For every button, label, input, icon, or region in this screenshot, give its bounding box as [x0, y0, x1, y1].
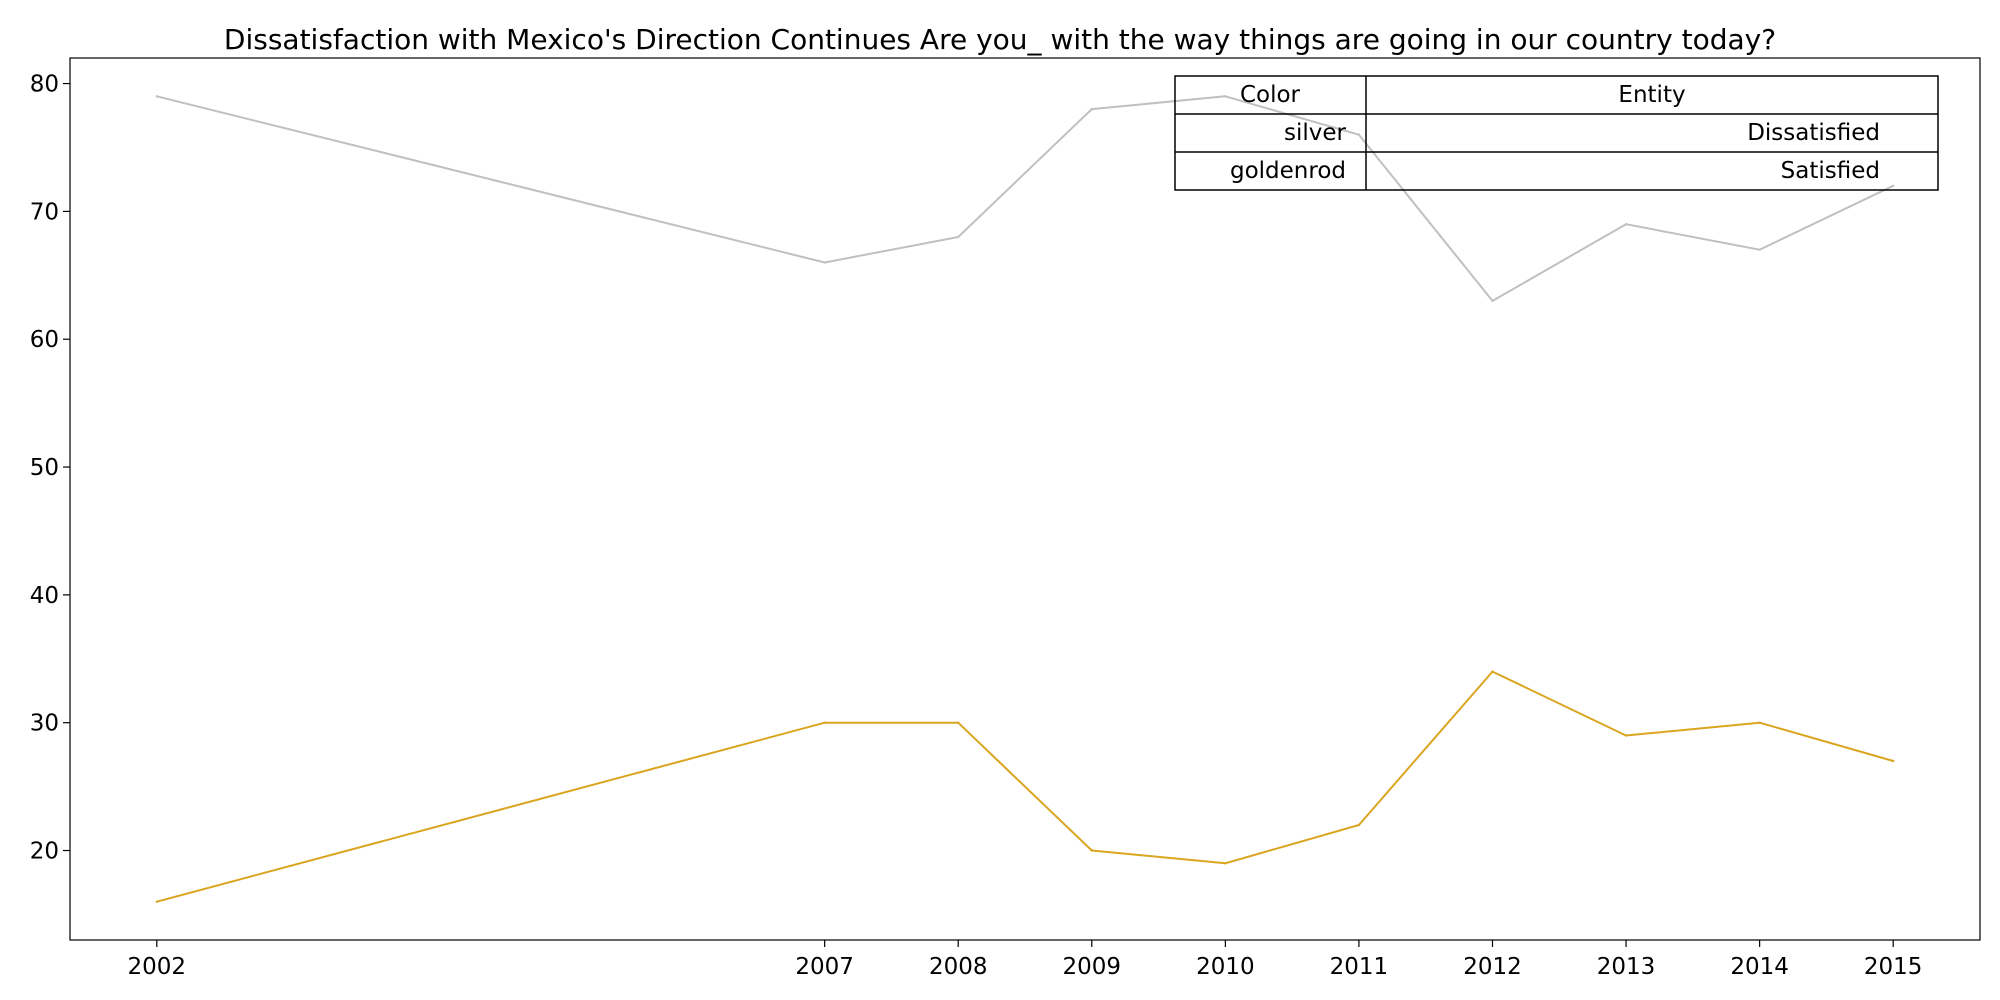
x-tick-label: 2008 — [929, 954, 988, 980]
x-tick-label: 2014 — [1730, 954, 1789, 980]
data-point-satisfied — [1491, 670, 1494, 673]
y-tick-label: 60 — [30, 327, 59, 353]
legend-header-color: Color — [1240, 82, 1301, 108]
series-layer — [155, 95, 1895, 903]
data-point-dissatisfied — [957, 235, 960, 239]
x-tick-label: 2010 — [1196, 954, 1255, 980]
data-point-dissatisfied — [1892, 184, 1895, 187]
plot-frame — [69, 57, 1981, 941]
data-point-satisfied — [1624, 734, 1628, 737]
legend-table: Color Entity silver Dissatisfied goldenr… — [1174, 75, 1939, 191]
data-point-dissatisfied — [1491, 299, 1494, 303]
data-point-satisfied — [957, 721, 960, 724]
x-tick-label: 2015 — [1864, 954, 1923, 980]
y-tick-label: 70 — [30, 199, 59, 225]
x-tick-label: 2012 — [1463, 954, 1522, 980]
y-tick-label: 40 — [30, 583, 59, 609]
y-tick-label: 50 — [30, 455, 59, 481]
data-point-dissatisfied — [1357, 133, 1361, 136]
x-tick-label: 2009 — [1063, 954, 1122, 980]
legend-row-entity: Dissatisfied — [1747, 120, 1880, 146]
data-point-satisfied — [155, 900, 158, 903]
data-point-satisfied — [823, 721, 826, 724]
legend-table-border — [1174, 75, 1939, 191]
x-tick-label: 2002 — [128, 954, 187, 980]
legend-row-entity: Satisfied — [1781, 158, 1880, 184]
data-point-satisfied — [1224, 862, 1227, 865]
y-axis: 20 30 40 50 60 70 80 — [30, 72, 70, 865]
chart-title: Dissatisfaction with Mexico's Direction … — [224, 23, 1776, 56]
data-point-dissatisfied — [1758, 248, 1761, 251]
data-point-satisfied — [1758, 721, 1761, 724]
series-line-dissatisfied — [156, 95, 1894, 302]
x-tick-label: 2007 — [795, 954, 854, 980]
data-point-dissatisfied — [823, 261, 826, 264]
data-point-dissatisfied — [1224, 95, 1227, 98]
data-point-dissatisfied — [1090, 107, 1094, 111]
data-point-dissatisfied — [1624, 223, 1628, 226]
y-tick-label: 30 — [30, 711, 59, 737]
legend-header-entity: Entity — [1618, 82, 1685, 108]
y-tick-label: 80 — [30, 72, 59, 98]
x-tick-label: 2013 — [1597, 954, 1656, 980]
legend-row-color: goldenrod — [1230, 158, 1346, 184]
series-line-satisfied — [156, 670, 1894, 903]
legend-row-color: silver — [1284, 120, 1347, 146]
data-point-dissatisfied — [155, 95, 158, 98]
data-point-satisfied — [1892, 759, 1895, 763]
data-point-satisfied — [1090, 849, 1094, 852]
data-point-satisfied — [1357, 823, 1361, 827]
x-axis: 2002 2007 2008 2009 2010 2011 2012 2013 2014 2015 — [128, 940, 1923, 980]
y-tick-label: 20 — [30, 839, 59, 865]
x-tick-label: 2011 — [1330, 954, 1389, 980]
